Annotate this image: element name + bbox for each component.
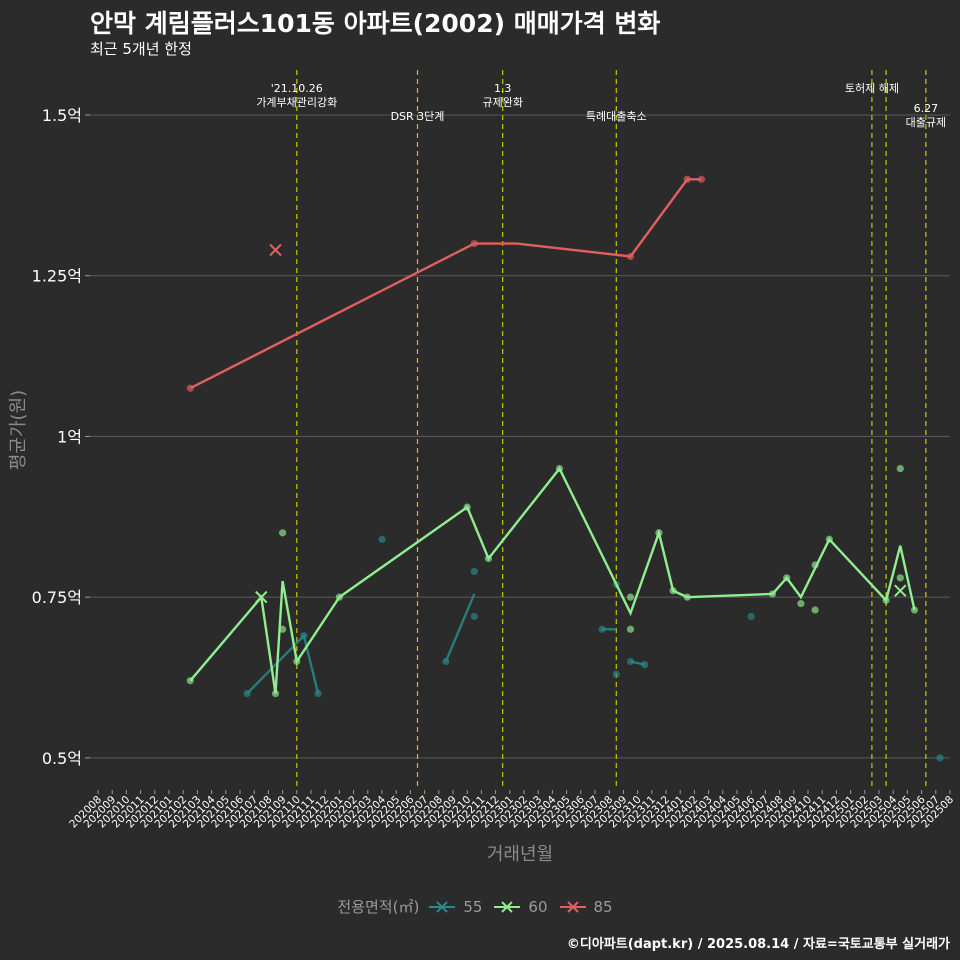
data-point-60	[797, 599, 805, 608]
data-point-85	[697, 175, 706, 183]
y-tick-label: 0.75억	[32, 588, 82, 607]
legend-swatch-85	[559, 900, 586, 913]
y-tick-label: 0.5억	[42, 749, 82, 768]
y-tick-label: 1.5억	[42, 106, 82, 125]
y-axis-label: 평균가(원)	[8, 390, 29, 470]
legend-label-60: 60	[528, 897, 548, 916]
data-point-60	[279, 625, 287, 633]
cancelled-mark-60	[894, 584, 907, 597]
data-point-60	[484, 554, 493, 563]
data-point-55	[378, 535, 386, 543]
data-point-55	[598, 625, 606, 633]
event-label: 특례대출축소	[586, 110, 647, 123]
data-point-60	[768, 590, 777, 598]
event-label: 토허제 해제	[845, 81, 899, 95]
data-point-60	[669, 587, 677, 595]
series-60	[186, 464, 919, 698]
data-point-55	[612, 670, 620, 678]
data-point-60	[811, 561, 819, 569]
legend-item-85: 85	[558, 898, 613, 916]
data-point-60	[896, 574, 904, 582]
legend: 전용면적(㎡) 55 60 85	[0, 896, 960, 917]
chart-subtitle: 최근 5개년 한정	[90, 40, 192, 58]
data-point-60	[683, 593, 691, 601]
event-label: 1.3	[494, 82, 512, 95]
cancelled-mark-85	[269, 243, 282, 257]
data-point-60	[293, 657, 301, 666]
legend-item-55: 55	[427, 898, 482, 916]
data-point-60	[279, 529, 287, 537]
data-point-55	[442, 657, 450, 666]
data-point-60	[186, 677, 194, 685]
data-point-60	[655, 529, 663, 537]
data-point-55	[470, 612, 478, 621]
data-point-55	[314, 689, 322, 698]
legend-item-60: 60	[492, 897, 548, 916]
cancelled-mark-60	[255, 590, 268, 604]
legend-label-85: 85	[593, 897, 613, 916]
data-point-55	[626, 657, 635, 666]
y-tick-label: 1.25억	[32, 267, 82, 286]
data-point-60	[335, 593, 343, 601]
event-label: '21.10.26	[271, 82, 323, 95]
data-point-60	[555, 464, 564, 473]
data-point-55	[243, 689, 251, 698]
data-point-60	[783, 574, 791, 582]
y-tick-label: 1억	[57, 427, 82, 446]
data-point-60	[463, 503, 471, 511]
series-85	[186, 175, 706, 392]
data-point-60	[271, 689, 280, 698]
data-point-60	[626, 625, 635, 633]
data-point-60	[882, 596, 890, 604]
source-caption: ©디아파트(dapt.kr) / 2025.08.14 / 자료=국토교통부 실…	[566, 937, 950, 952]
legend-label-55: 55	[463, 897, 483, 916]
data-point-85	[186, 384, 194, 392]
event-label: 대출규제	[906, 116, 946, 129]
data-point-85	[683, 175, 691, 183]
data-point-55	[470, 567, 478, 576]
data-point-60	[626, 593, 635, 601]
event-label: 규제완화	[482, 96, 522, 109]
chart-title: 안막 계림플러스101동 아파트(2002) 매매가격 변화	[90, 9, 661, 38]
event-label: 가계부채관리강화	[256, 96, 337, 109]
series-line-85	[189, 178, 702, 390]
series-55	[243, 535, 944, 762]
data-point-55	[936, 754, 944, 762]
legend-title: 전용면적(㎡)	[337, 898, 420, 916]
data-point-85	[626, 252, 635, 261]
event-label: DSR 3단계	[391, 110, 445, 123]
series-line-60	[189, 466, 916, 694]
data-point-55	[300, 632, 308, 640]
data-point-85	[470, 239, 478, 248]
data-point-60	[910, 606, 919, 614]
legend-swatch-55	[429, 900, 456, 913]
legend-swatch-60	[494, 900, 521, 913]
x-axis-label: 거래년월	[487, 844, 553, 865]
data-point-55	[641, 661, 649, 669]
series-line-55	[444, 593, 476, 662]
data-point-60	[825, 535, 833, 543]
event-label: 6.27	[914, 102, 939, 115]
data-point-55	[747, 612, 755, 621]
data-point-60	[896, 464, 904, 473]
data-point-60	[811, 606, 819, 614]
